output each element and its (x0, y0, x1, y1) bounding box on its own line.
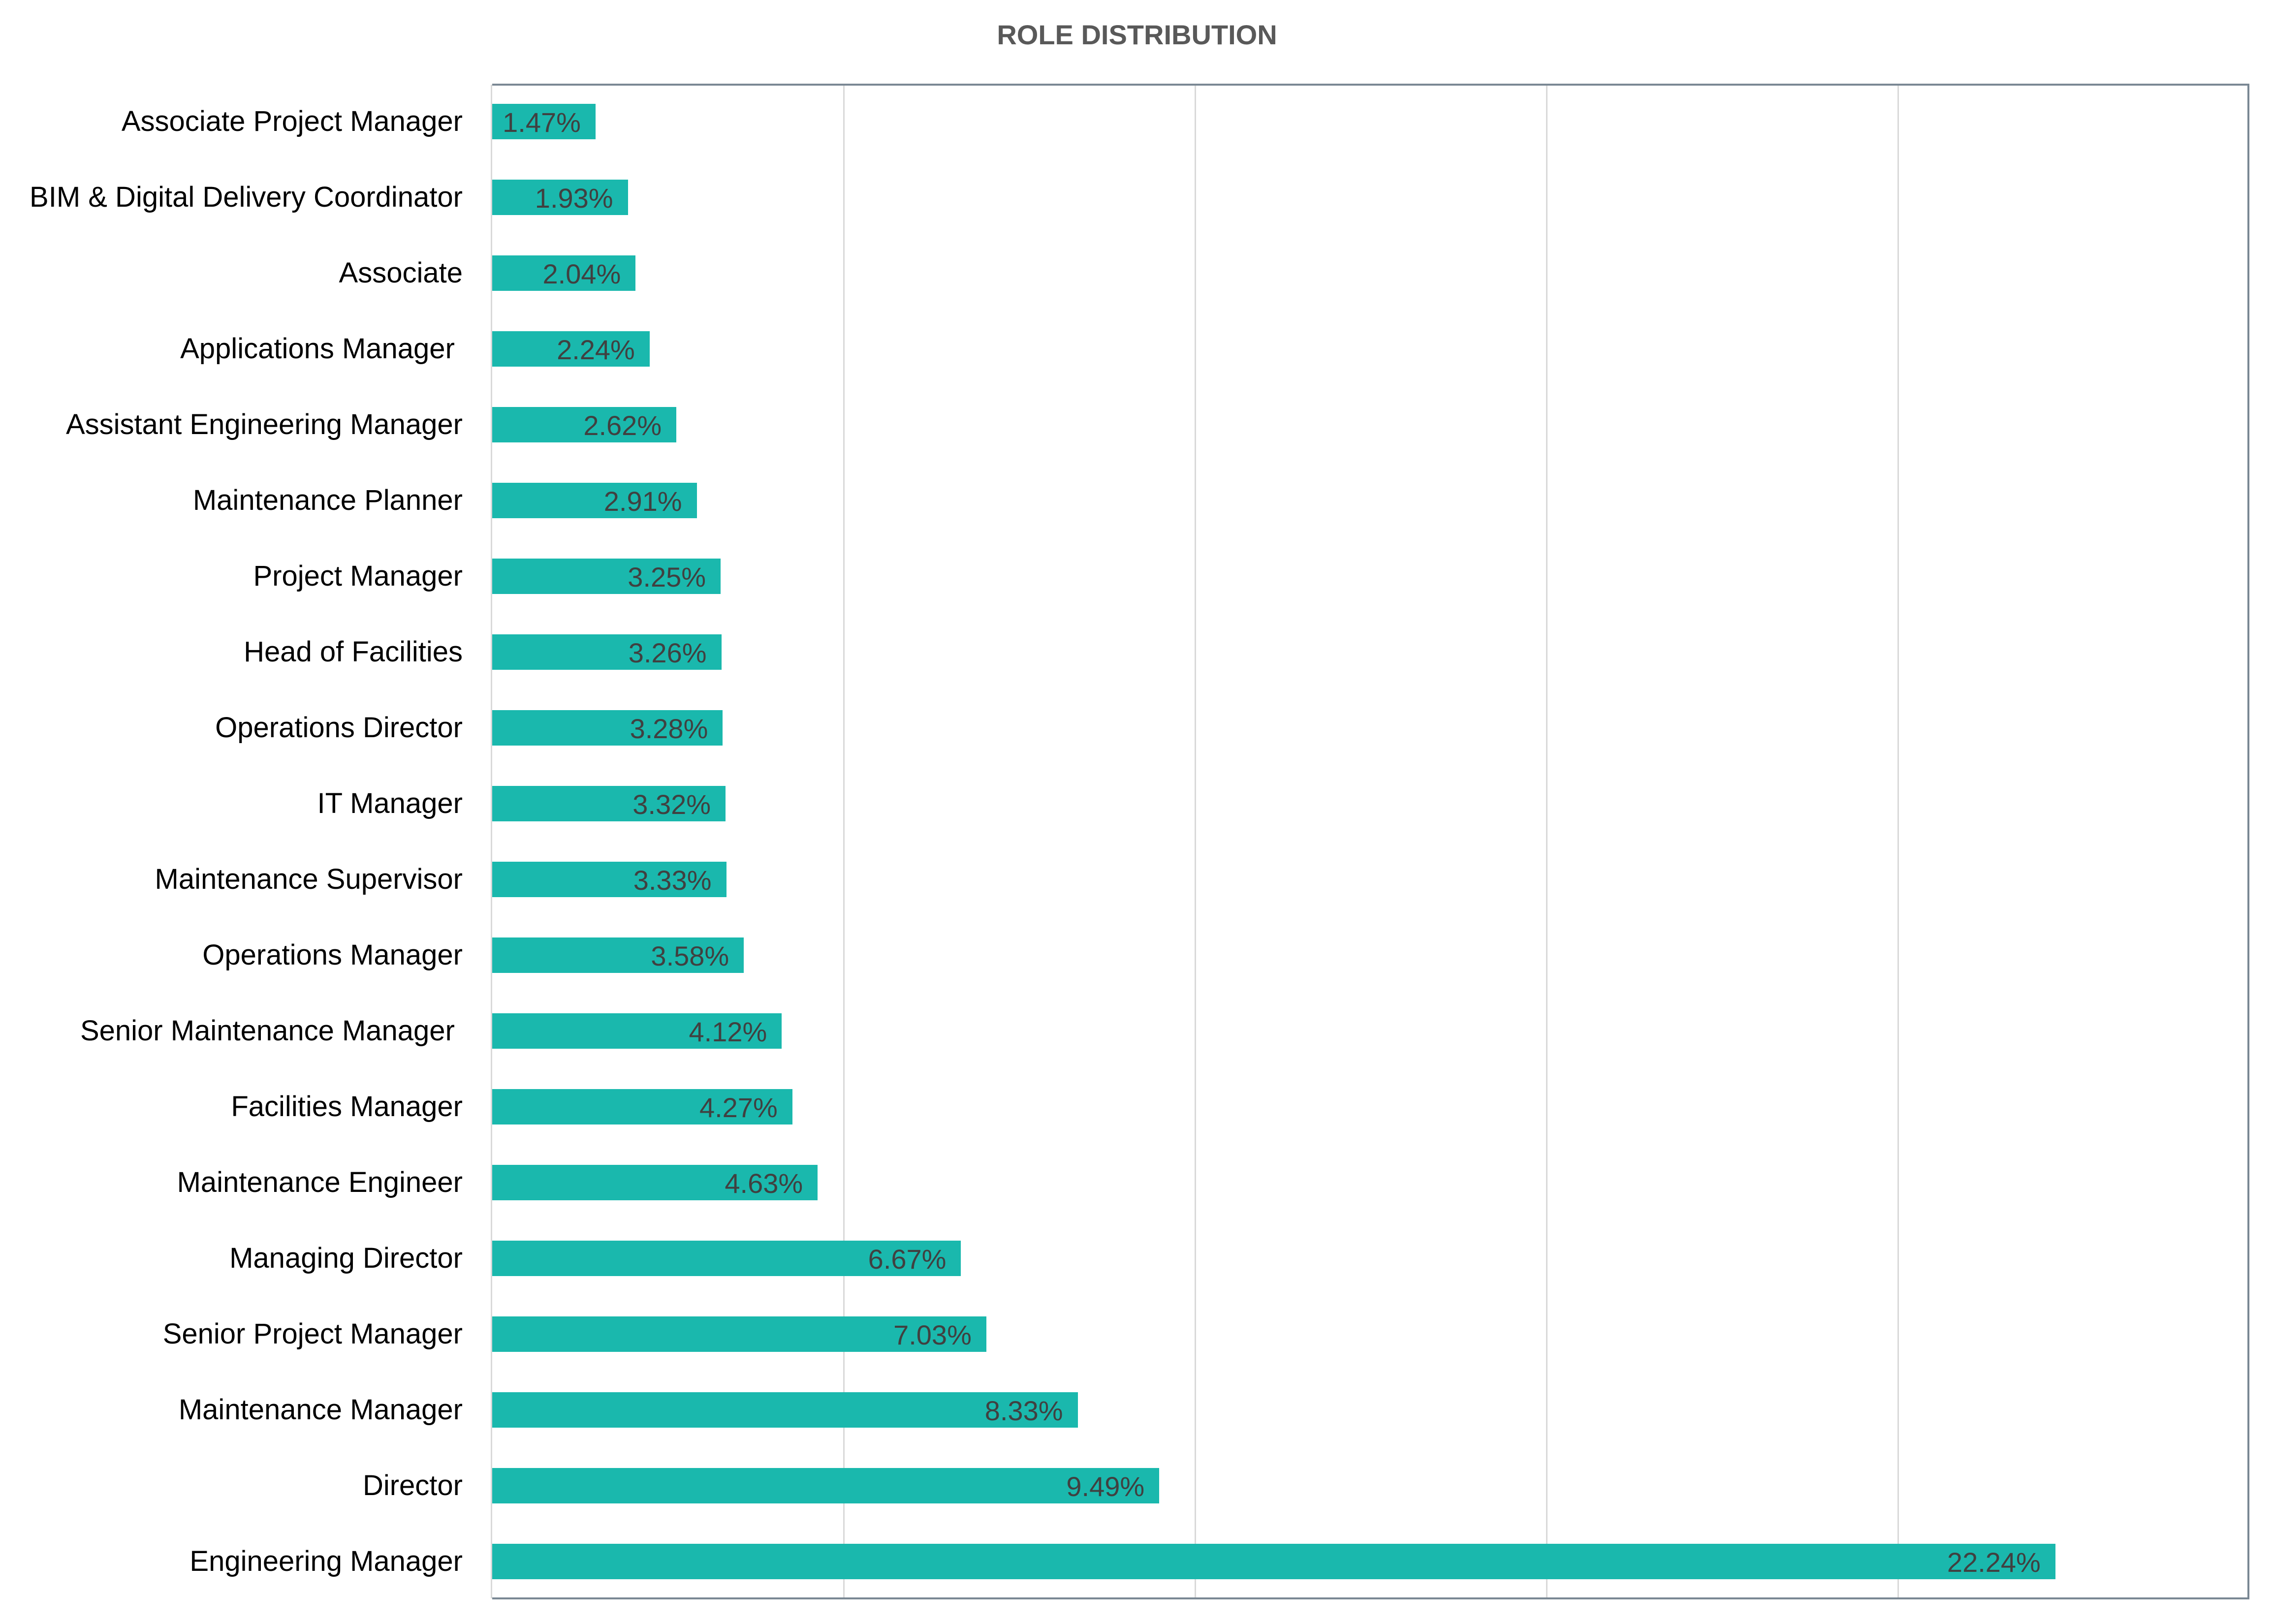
bar-row: IT Manager 3.32% (0, 766, 2274, 842)
category-label: Maintenance Planner (192, 484, 463, 516)
bar[interactable]: 3.25% (492, 559, 721, 594)
bar[interactable]: 2.62% (492, 407, 677, 442)
bar[interactable]: 2.04% (492, 255, 636, 291)
category-label: Operations Manager (202, 939, 463, 971)
bar-row: Maintenance Supervisor 3.33% (0, 842, 2274, 917)
value-label: 1.47% (503, 107, 581, 138)
category-label: Director (362, 1469, 463, 1501)
bar[interactable]: 3.26% (492, 634, 722, 670)
bar-row: Operations Director 3.28% (0, 690, 2274, 766)
bar-row: Maintenance Planner 2.91% (0, 463, 2274, 538)
bar[interactable]: 4.27% (492, 1089, 792, 1124)
value-label: 3.33% (633, 865, 712, 896)
value-label: 2.62% (583, 410, 662, 441)
bar[interactable]: 1.47% (492, 104, 596, 139)
category-label: Project Manager (253, 560, 463, 592)
category-label: IT Manager (317, 787, 463, 819)
category-label: Maintenance Supervisor (155, 863, 463, 895)
bar[interactable]: 4.63% (492, 1165, 818, 1200)
bar-row: Maintenance Engineer 4.63% (0, 1145, 2274, 1220)
gridline (1546, 86, 1548, 1597)
value-label: 2.24% (557, 334, 635, 365)
plot-area (492, 84, 2249, 1599)
bar[interactable]: 1.93% (492, 180, 628, 215)
bar[interactable]: 7.03% (492, 1316, 986, 1352)
value-label: 3.28% (630, 713, 708, 744)
category-label: Maintenance Engineer (177, 1166, 463, 1198)
category-label: Operations Director (215, 712, 463, 744)
chart-title: ROLE DISTRIBUTION (997, 19, 1277, 50)
value-label: 2.91% (603, 486, 682, 517)
category-label: BIM & Digital Delivery Coordinator (30, 181, 463, 213)
bar[interactable]: 2.24% (492, 331, 650, 367)
gridline (1195, 86, 1196, 1597)
category-label: Senior Project Manager (162, 1318, 463, 1350)
bar-row: BIM & Digital Delivery Coordinator 1.93% (0, 159, 2274, 235)
bar-row: Engineering Manager 22.24% (0, 1524, 2274, 1599)
bar-row: Associate 2.04% (0, 235, 2274, 311)
value-label: 8.33% (984, 1395, 1063, 1426)
bar[interactable]: 8.33% (492, 1392, 1078, 1428)
value-label: 2.04% (542, 258, 621, 289)
value-label: 22.24% (1947, 1547, 2041, 1578)
category-label: Managing Director (229, 1242, 463, 1274)
category-label: Assistant Engineering Manager (65, 408, 463, 440)
bar-row: Senior Maintenance Manager 4.12% (0, 993, 2274, 1069)
bar[interactable]: 3.32% (492, 786, 726, 821)
bar-row: Project Manager 3.25% (0, 538, 2274, 614)
gridline (1897, 86, 1899, 1597)
bar[interactable]: 6.67% (492, 1241, 961, 1276)
bar[interactable]: 3.33% (492, 862, 726, 897)
bar[interactable]: 3.28% (492, 710, 723, 746)
gridline (843, 86, 845, 1597)
bar-row: Senior Project Manager 7.03% (0, 1296, 2274, 1372)
category-label: Engineering Manager (190, 1545, 463, 1577)
value-label: 9.49% (1066, 1471, 1145, 1502)
bar[interactable]: 9.49% (492, 1468, 1160, 1503)
category-label: Head of Facilities (244, 636, 463, 668)
bar[interactable]: 22.24% (492, 1544, 2055, 1579)
value-label: 3.58% (651, 940, 729, 971)
bar[interactable]: 2.91% (492, 483, 697, 518)
category-axis-line (491, 85, 492, 1598)
value-label: 4.27% (699, 1092, 778, 1123)
bar-row: Director 9.49% (0, 1448, 2274, 1524)
value-label: 7.03% (893, 1319, 972, 1350)
bar[interactable]: 3.58% (492, 937, 744, 973)
bar-row: Assistant Engineering Manager 2.62% (0, 387, 2274, 463)
bar-row: Head of Facilities 3.26% (0, 614, 2274, 690)
value-label: 4.12% (689, 1016, 767, 1047)
bar-row: Managing Director 6.67% (0, 1220, 2274, 1296)
bar-row: Associate Project Manager 1.47% (0, 84, 2274, 159)
bar-row: Facilities Manager 4.27% (0, 1069, 2274, 1145)
category-label: Maintenance Manager (178, 1394, 463, 1426)
bar-row: Maintenance Manager 8.33% (0, 1372, 2274, 1448)
value-label: 6.67% (868, 1244, 947, 1275)
value-label: 3.25% (628, 562, 706, 593)
category-label: Senior Maintenance Manager (80, 1015, 463, 1047)
value-label: 1.93% (535, 183, 613, 214)
category-label: Facilities Manager (231, 1091, 463, 1123)
category-label: Applications Manager (180, 333, 463, 365)
bar[interactable]: 4.12% (492, 1013, 782, 1049)
category-label: Associate (339, 257, 463, 289)
category-label: Associate Project Manager (121, 105, 463, 137)
bar-row: Operations Manager 3.58% (0, 917, 2274, 993)
value-label: 4.63% (725, 1168, 803, 1199)
value-label: 3.32% (632, 789, 711, 820)
bar-row: Applications Manager 2.24% (0, 311, 2274, 387)
value-label: 3.26% (628, 637, 707, 668)
